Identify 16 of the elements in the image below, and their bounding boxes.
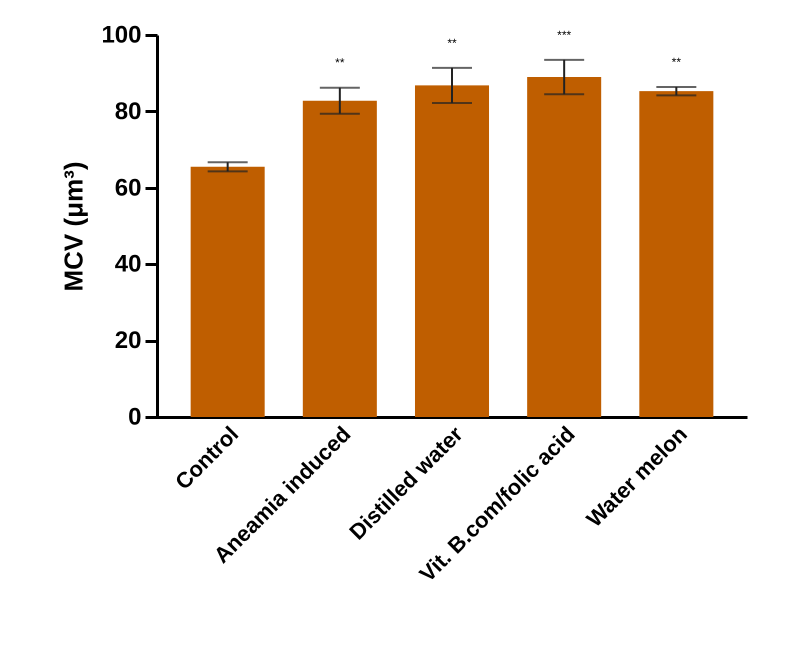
bar (639, 91, 714, 417)
y-tick-label: 20 (114, 327, 142, 354)
bar (302, 100, 377, 417)
bar (527, 77, 602, 417)
y-axis-title: MCV (μm³) (58, 162, 88, 292)
annotation: ** (447, 36, 457, 50)
bar (190, 166, 265, 417)
y-tick-label: 80 (114, 98, 142, 125)
annotation: ** (335, 56, 345, 70)
y-tick-label: 0 (128, 404, 142, 430)
bar (414, 85, 490, 417)
annotation: *** (557, 28, 572, 42)
y-tick-label: 100 (101, 22, 142, 48)
y-tick-label: 40 (114, 250, 142, 278)
annotation: ** (672, 54, 682, 69)
y-tick-label: 60 (114, 174, 142, 202)
